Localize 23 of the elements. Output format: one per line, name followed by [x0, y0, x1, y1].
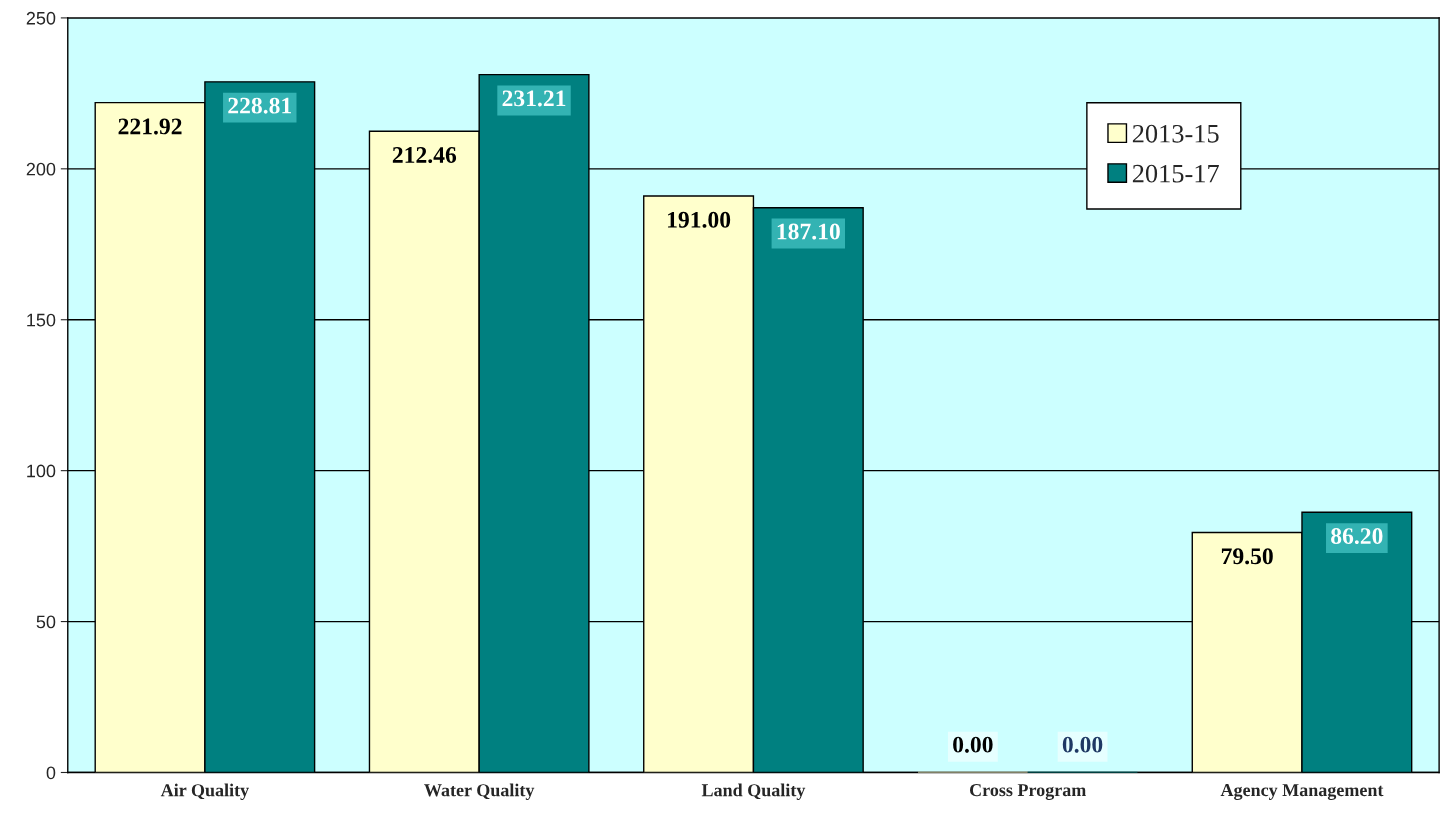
x-tick-label: Agency Management: [1220, 784, 1384, 800]
data-label: 228.81: [228, 97, 292, 114]
x-tick-label: Cross Program: [970, 784, 1086, 800]
y-tick-label: 50: [36, 615, 56, 629]
y-tick-label: 100: [27, 464, 56, 478]
data-label: 0.00: [953, 736, 993, 753]
x-tick-label: Water Quality: [424, 783, 535, 801]
data-label: 187.10: [777, 223, 840, 240]
data-label: 231.21: [502, 90, 566, 107]
x-tick-label: Land Quality: [701, 783, 806, 801]
data-label: 79.50: [1221, 548, 1273, 565]
x-tick-label: Air Quality: [160, 783, 249, 801]
y-tick-label: 250: [26, 11, 56, 25]
legend-label: 2015-17: [1132, 164, 1219, 183]
data-label: 191.00: [668, 211, 731, 228]
y-tick-label: 150: [27, 313, 56, 327]
data-label: 86.20: [1331, 528, 1383, 545]
data-label: 221.92: [118, 118, 182, 135]
data-label: 212.46: [392, 147, 457, 164]
data-label: 0.00: [1062, 736, 1103, 753]
legend-label: 2013-15: [1132, 124, 1219, 143]
y-tick-label: 0: [46, 766, 56, 780]
y-tick-label: 200: [26, 162, 56, 176]
